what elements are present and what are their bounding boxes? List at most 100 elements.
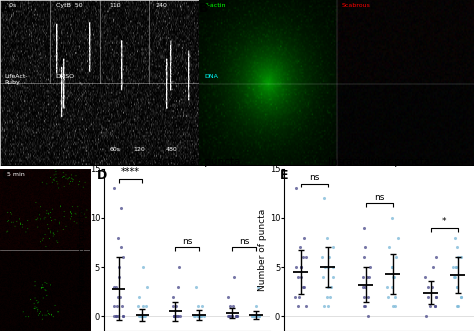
Point (110, 186, 118, 191)
Point (427, 304, 434, 309)
Point (295, 294, 303, 299)
Point (196, 313, 203, 319)
Text: E: E (280, 169, 288, 182)
Point (197, 313, 204, 319)
Point (229, 304, 237, 309)
Point (360, 274, 367, 280)
Point (302, 304, 310, 309)
Point (454, 304, 462, 309)
Point (450, 264, 457, 270)
Point (452, 235, 459, 240)
Point (324, 284, 332, 289)
Point (224, 294, 231, 299)
Text: ns: ns (374, 193, 384, 202)
Point (171, 313, 179, 319)
Point (113, 304, 121, 309)
Point (174, 284, 182, 289)
Point (452, 274, 459, 280)
Point (296, 245, 304, 250)
Point (120, 255, 128, 260)
Point (114, 235, 122, 240)
Point (429, 264, 437, 270)
Y-axis label: Number of puncta: Number of puncta (258, 209, 267, 291)
Point (117, 245, 125, 250)
Point (454, 304, 461, 309)
Point (389, 304, 397, 309)
Text: ns: ns (239, 237, 249, 246)
Point (391, 274, 398, 280)
Point (360, 304, 368, 309)
Point (252, 313, 259, 319)
Text: ns: ns (309, 173, 319, 182)
Point (139, 264, 147, 270)
Text: *: * (442, 217, 447, 226)
Point (170, 313, 178, 319)
Point (432, 294, 440, 299)
Point (392, 294, 399, 299)
Point (431, 304, 438, 309)
Text: 480: 480 (165, 147, 177, 152)
Point (365, 274, 373, 280)
Text: F-actin: F-actin (205, 3, 226, 8)
Text: LifeAct-
Ruby: LifeAct- Ruby (4, 74, 27, 85)
Text: 240: 240 (155, 3, 167, 8)
Point (360, 294, 368, 299)
Point (297, 264, 304, 270)
Point (364, 294, 371, 299)
Point (389, 274, 397, 280)
Point (300, 235, 308, 240)
Point (194, 304, 202, 309)
Point (225, 313, 232, 319)
Point (135, 304, 142, 309)
Point (252, 313, 260, 319)
Point (297, 274, 304, 280)
Point (233, 313, 241, 319)
Point (140, 313, 148, 319)
Point (138, 313, 146, 319)
Point (453, 284, 461, 289)
Text: C: C (1, 169, 10, 182)
Point (119, 313, 127, 319)
Text: A: A (1, 2, 10, 15)
Point (249, 313, 256, 319)
Point (176, 313, 183, 319)
Point (329, 264, 337, 270)
Title: Intracellular puncta: Intracellular puncta (328, 157, 430, 166)
Point (428, 284, 436, 289)
Point (424, 294, 431, 299)
Y-axis label: Number of puncta: Number of puncta (78, 209, 87, 291)
Point (325, 255, 333, 260)
Point (197, 313, 205, 319)
Point (323, 235, 331, 240)
Point (388, 264, 396, 270)
Point (432, 255, 440, 260)
Title: Extracellular puncta: Extracellular puncta (135, 157, 240, 166)
Point (136, 313, 143, 319)
Point (196, 313, 203, 319)
Point (110, 284, 118, 289)
Point (169, 304, 177, 309)
Point (251, 313, 259, 319)
Point (432, 294, 440, 299)
Point (361, 304, 369, 309)
Point (385, 245, 393, 250)
Point (457, 255, 465, 260)
Point (174, 313, 182, 319)
Point (112, 313, 119, 319)
Point (320, 196, 328, 201)
Point (454, 255, 461, 260)
Point (248, 313, 256, 319)
Point (170, 313, 178, 319)
Text: D: D (97, 169, 108, 182)
Point (360, 255, 368, 260)
Point (450, 274, 457, 280)
Point (175, 264, 182, 270)
Point (292, 294, 299, 299)
Text: DMSO: DMSO (56, 74, 75, 79)
Point (359, 284, 367, 289)
Point (194, 313, 202, 319)
Point (170, 294, 177, 299)
Point (198, 313, 205, 319)
Point (361, 284, 369, 289)
Point (143, 284, 151, 289)
